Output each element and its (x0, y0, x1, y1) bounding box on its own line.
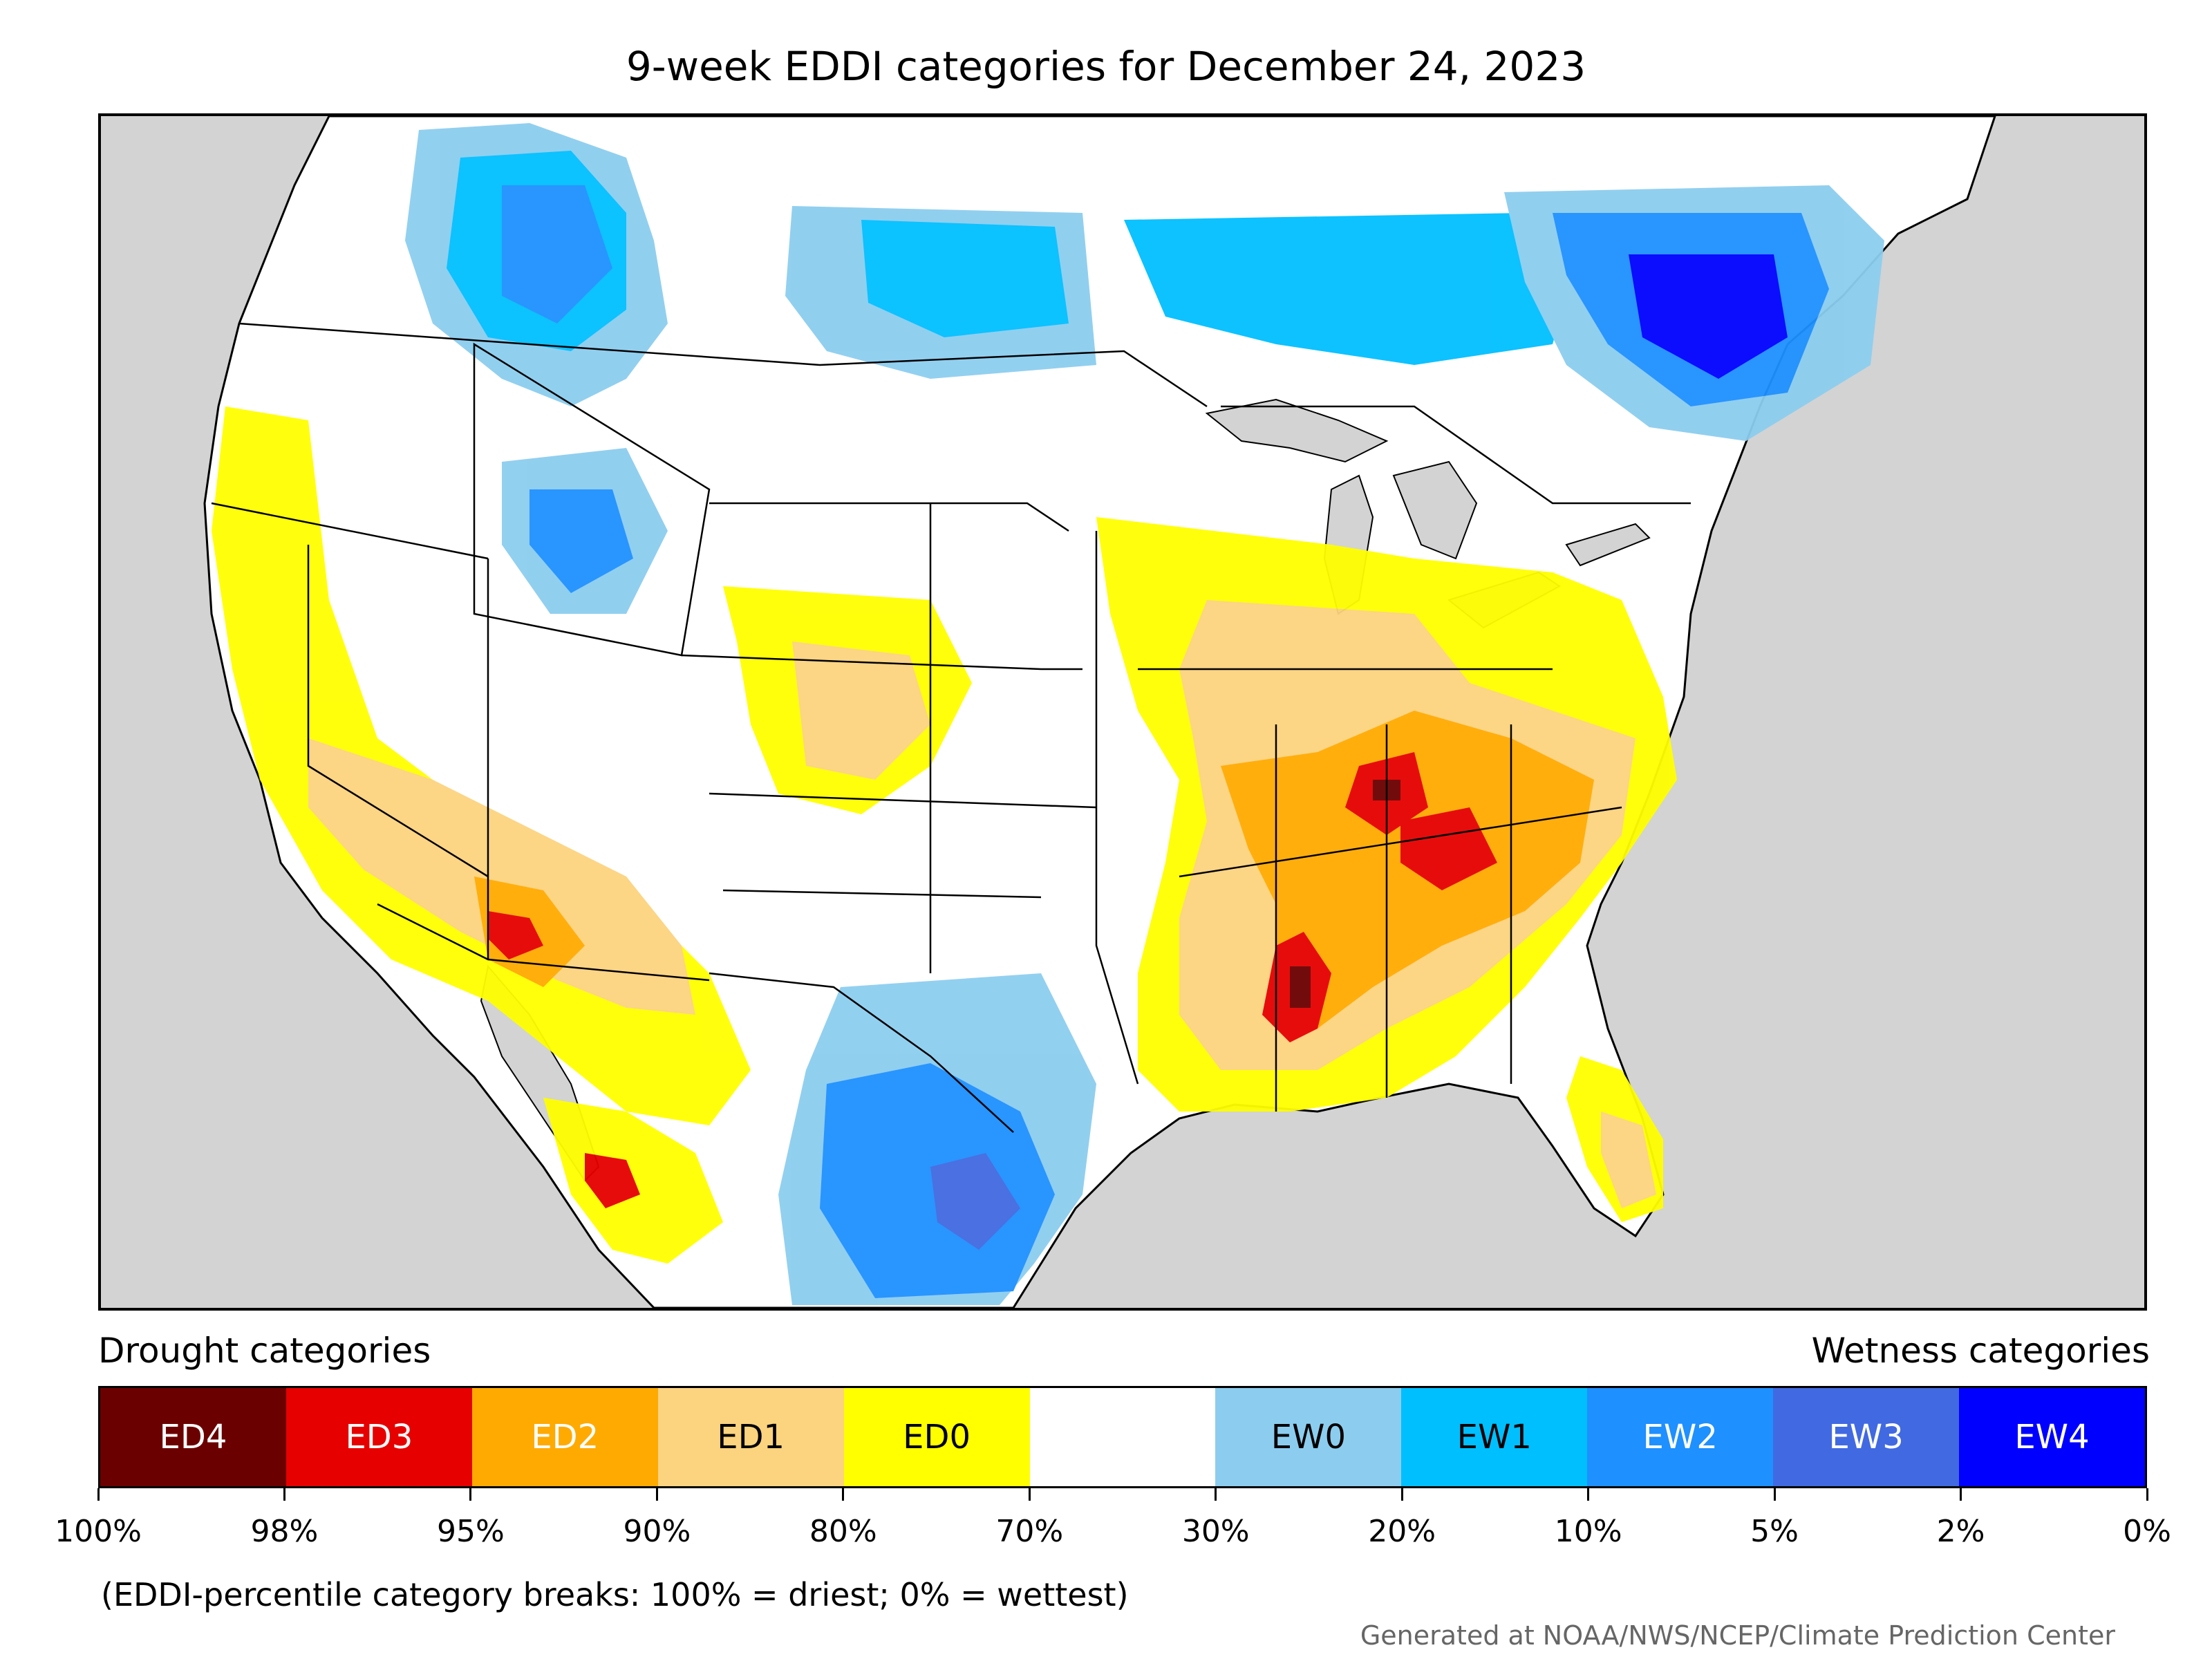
colorbar-tick-label: 10% (1554, 1514, 1622, 1549)
colorbar-tick-label: 90% (623, 1514, 691, 1549)
colorbar-tick-label: 20% (1368, 1514, 1436, 1549)
colorbar-segment: ED3 (285, 1388, 472, 1486)
colorbar-segment (1029, 1388, 1216, 1486)
colorbar-tick (1773, 1488, 1776, 1501)
colorbar-segment: ED1 (657, 1388, 844, 1486)
map-title: 9-week EDDI categories for December 24, … (626, 43, 1586, 90)
colorbar-tick-label: 0% (2123, 1514, 2171, 1549)
drought-patches (212, 406, 1677, 1264)
drought-categories-label: Drought categories (98, 1331, 431, 1371)
colorbar-segment: EW1 (1401, 1388, 1588, 1486)
colorbar-tick (655, 1488, 658, 1501)
colorbar-tick (97, 1488, 100, 1501)
wetness-categories-label: Wetness categories (1811, 1331, 2150, 1371)
colorbar-segment: ED0 (843, 1388, 1030, 1486)
colorbar-segment: ED2 (471, 1388, 658, 1486)
colorbar-segment: ED4 (100, 1388, 286, 1486)
credit-text: Generated at NOAA/NWS/NCEP/Climate Predi… (1360, 1620, 2115, 1651)
colorbar-tick-label: 70% (995, 1514, 1064, 1549)
wetness-patches (405, 123, 1884, 1305)
boundaries (211, 322, 1691, 1133)
colorbar-tick (1400, 1488, 1403, 1501)
colorbar-segment: EW2 (1587, 1388, 1774, 1486)
colorbar-tick-label: 5% (1750, 1514, 1799, 1549)
colorbar-segment: EW3 (1773, 1388, 1960, 1486)
eddi-map (101, 116, 2144, 1308)
colorbar-tick-label: 2% (1936, 1514, 1985, 1549)
colorbar-segment: EW0 (1215, 1388, 1402, 1486)
colorbar-tick (842, 1488, 845, 1501)
colorbar-tick (283, 1488, 285, 1501)
colorbar-ticks (97, 1488, 2148, 1502)
category-colorbar: ED4 ED3 ED2 ED1 ED0 EW0 EW1 EW2 EW3 EW4 (98, 1386, 2147, 1488)
colorbar-tick (469, 1488, 472, 1501)
colorbar-tick (1587, 1488, 1590, 1501)
colorbar-tick (1960, 1488, 1962, 1501)
colorbar-tick-label: 95% (437, 1514, 505, 1549)
colorbar-tick (1215, 1488, 1217, 1501)
percentile-note: (EDDI-percentile category breaks: 100% =… (101, 1576, 1129, 1613)
colorbar-tick-label: 98% (250, 1514, 319, 1549)
colorbar-tick-label: 30% (1181, 1514, 1250, 1549)
colorbar-tick-label: 100% (55, 1514, 142, 1549)
colorbar-tick (1028, 1488, 1031, 1501)
colorbar-tick-label: 80% (809, 1514, 877, 1549)
colorbar-segment: EW4 (1959, 1388, 2145, 1486)
map-panel (98, 113, 2147, 1311)
colorbar-tick (2146, 1488, 2148, 1501)
